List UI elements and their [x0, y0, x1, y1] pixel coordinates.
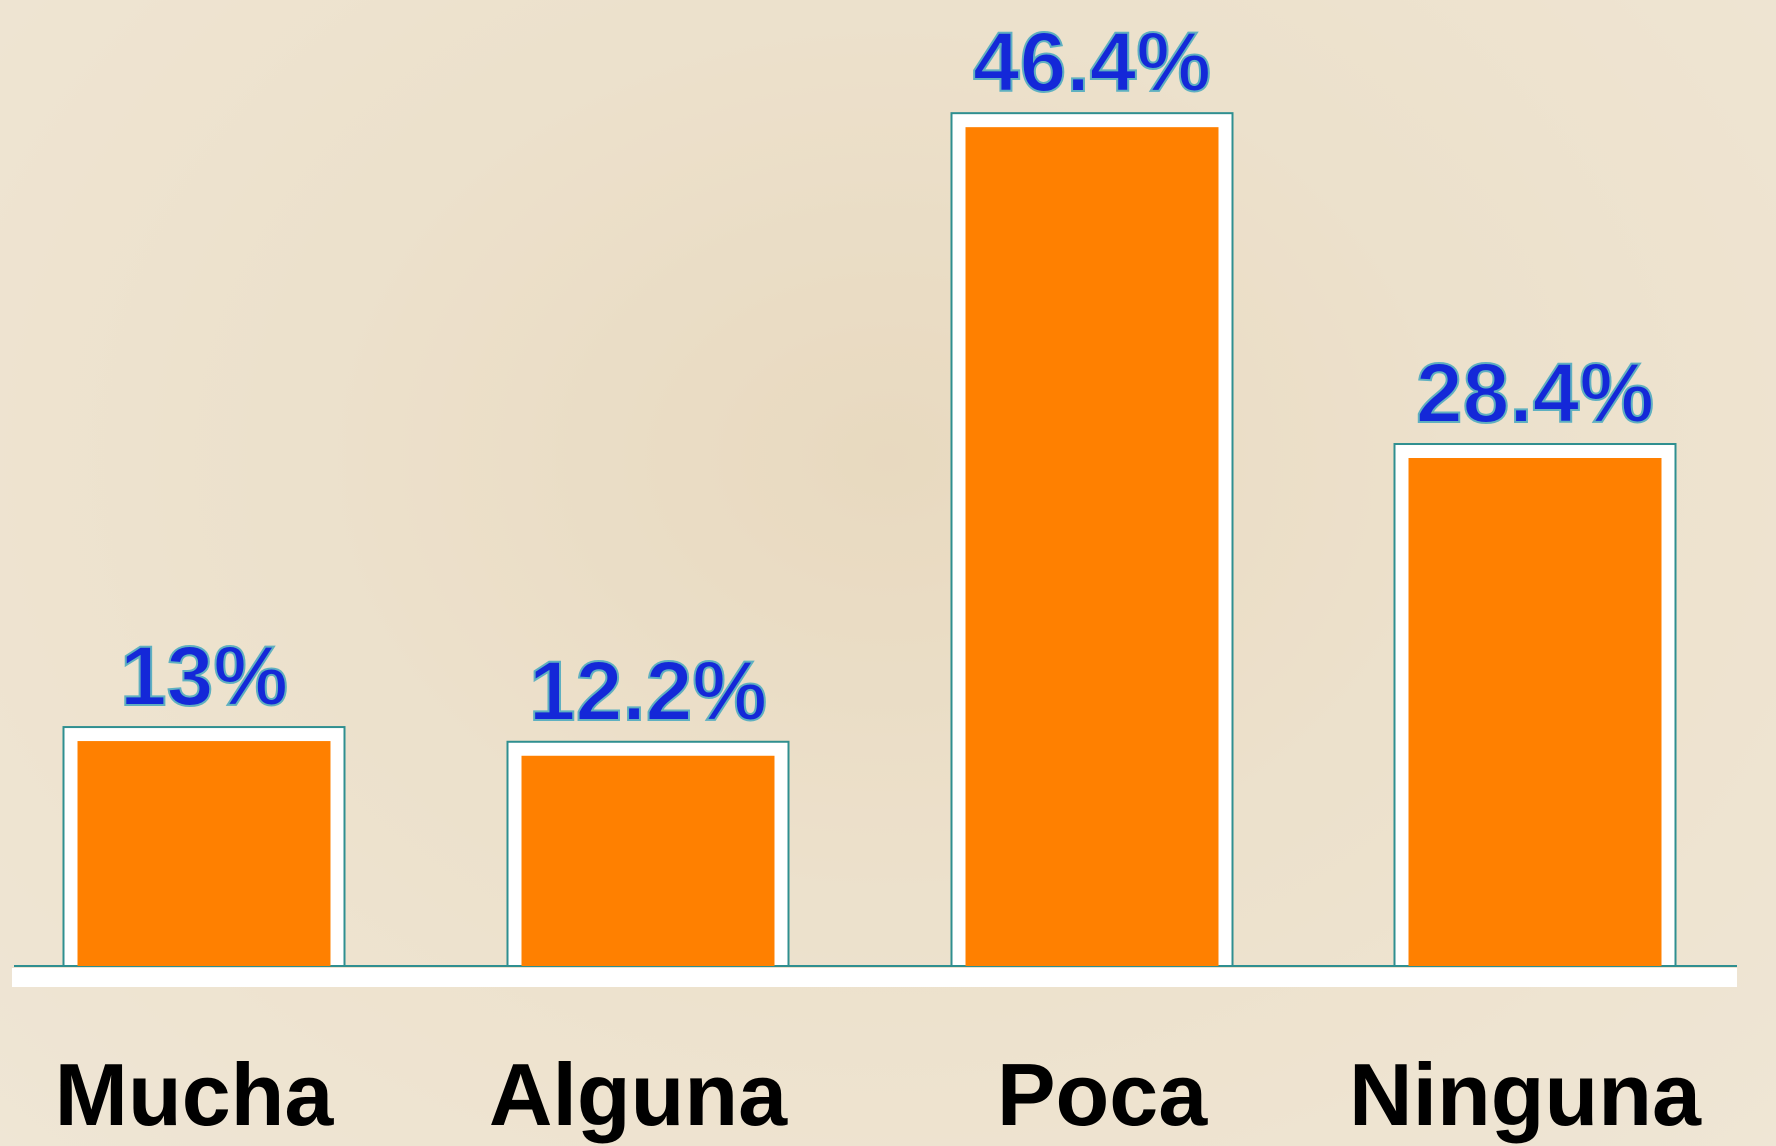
bar	[965, 127, 1219, 967]
x-tick-label: Poca	[997, 1045, 1208, 1144]
bar	[77, 741, 331, 966]
bar	[1408, 458, 1662, 966]
bar	[521, 755, 775, 966]
value-label: 46.4%	[973, 15, 1211, 109]
x-tick-label: Alguna	[489, 1045, 788, 1144]
baseline	[12, 968, 1737, 987]
value-label: 28.4%	[1416, 346, 1654, 440]
x-tick-label: Ninguna	[1349, 1045, 1702, 1144]
value-label: 13%	[120, 629, 288, 723]
x-tick-label: Mucha	[55, 1045, 335, 1144]
value-label: 12.2%	[529, 644, 767, 738]
